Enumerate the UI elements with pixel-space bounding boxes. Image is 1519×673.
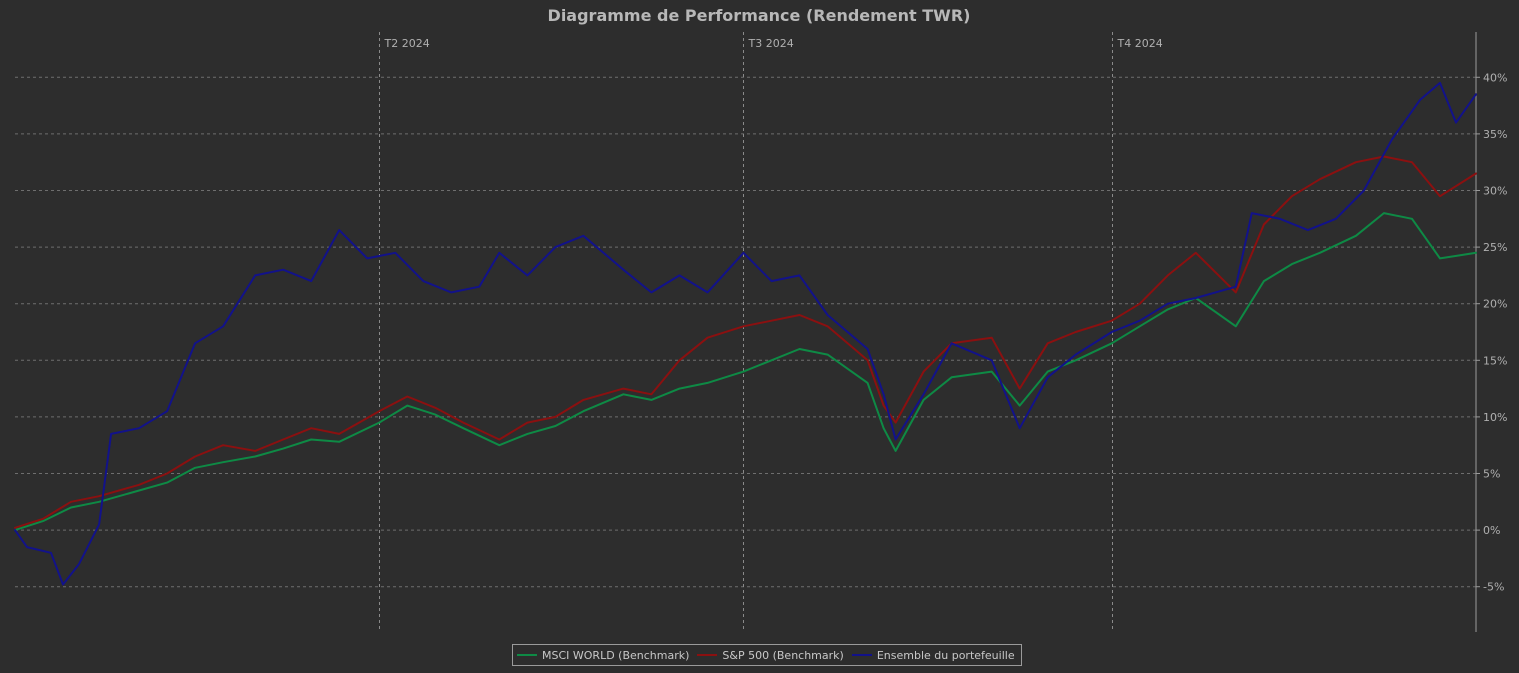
series-line-1 — [14, 155, 1477, 529]
legend-swatch-portfolio — [851, 654, 872, 656]
y-tick-label: 5% — [1483, 468, 1500, 481]
quarter-label: T3 2024 — [748, 37, 794, 50]
quarter-label: T2 2024 — [384, 37, 430, 50]
y-tick-label: -5% — [1483, 581, 1504, 594]
series-line-0 — [14, 212, 1477, 532]
y-tick-label: 40% — [1483, 71, 1507, 84]
legend-swatch-sp500 — [697, 654, 718, 656]
series-layer — [14, 81, 1477, 586]
y-tick-label: 30% — [1483, 184, 1507, 197]
chart-title: Diagramme de Performance (Rendement TWR) — [548, 6, 971, 25]
legend-item-portfolio[interactable]: Ensemble du portefeuille — [851, 648, 1015, 662]
legend-label-portfolio: Ensemble du portefeuille — [876, 648, 1015, 662]
legend-item-sp500[interactable]: S&P 500 (Benchmark) — [697, 648, 844, 662]
y-tick-label: 25% — [1483, 241, 1507, 254]
y-tick-label: 0% — [1483, 524, 1500, 537]
legend-swatch-msci-world — [517, 654, 537, 656]
legend-label-sp500: S&P 500 (Benchmark) — [722, 648, 844, 662]
legend-label-msci-world: MSCI WORLD (Benchmark) — [542, 648, 690, 662]
chart-legend: MSCI WORLD (Benchmark) S&P 500 (Benchmar… — [512, 644, 1022, 666]
quarter-label: T4 2024 — [1117, 37, 1163, 50]
y-tick-label: 20% — [1483, 298, 1507, 311]
series-line-2 — [14, 81, 1477, 586]
legend-item-msci-world[interactable]: MSCI WORLD (Benchmark) — [517, 649, 689, 662]
y-tick-label: 35% — [1483, 128, 1507, 141]
y-tick-label: 10% — [1483, 411, 1507, 424]
y-tick-label: 15% — [1483, 354, 1507, 367]
axis-layer: -5% 0% 5% 10% 15% 20% 25% 30% 35% 40% T2 2024 T3 20… — [384, 32, 1507, 632]
